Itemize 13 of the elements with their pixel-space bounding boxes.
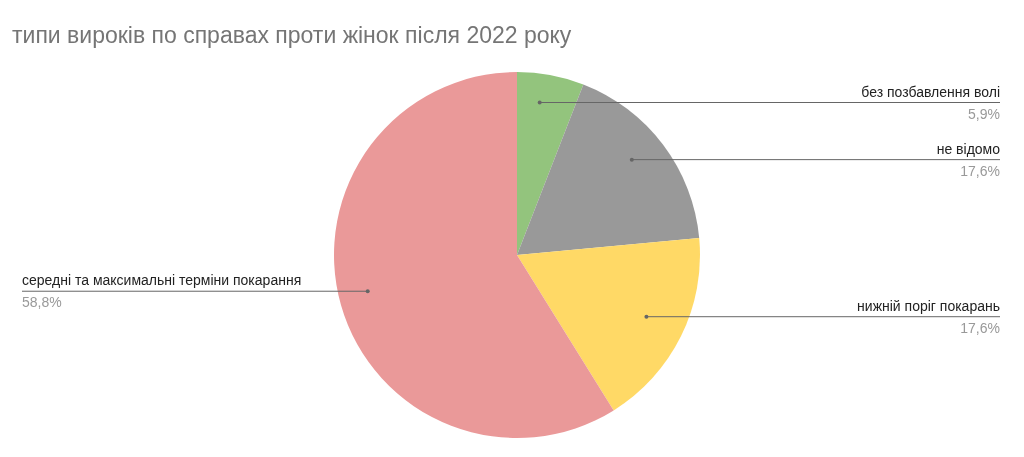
- chart-title: типи вироків по справах проти жінок після 2022 року: [12, 22, 572, 49]
- slice-label: нижній поріг покарань: [857, 297, 1000, 314]
- slice-label: не відомо: [936, 140, 1001, 157]
- pie-slice: [517, 72, 584, 255]
- data-label: 58,8%: [22, 294, 62, 311]
- data-label: 17,6%: [960, 319, 1000, 336]
- pie-slice: [334, 72, 614, 438]
- pie-slice: [517, 84, 700, 255]
- slice-label: середні та максимальні терміни покарання: [22, 272, 302, 289]
- data-label: 5,9%: [968, 105, 1000, 122]
- data-label: 17,6%: [960, 162, 1000, 179]
- pie-slice: [517, 238, 700, 411]
- slice-label: без позбавлення волі: [861, 83, 1000, 100]
